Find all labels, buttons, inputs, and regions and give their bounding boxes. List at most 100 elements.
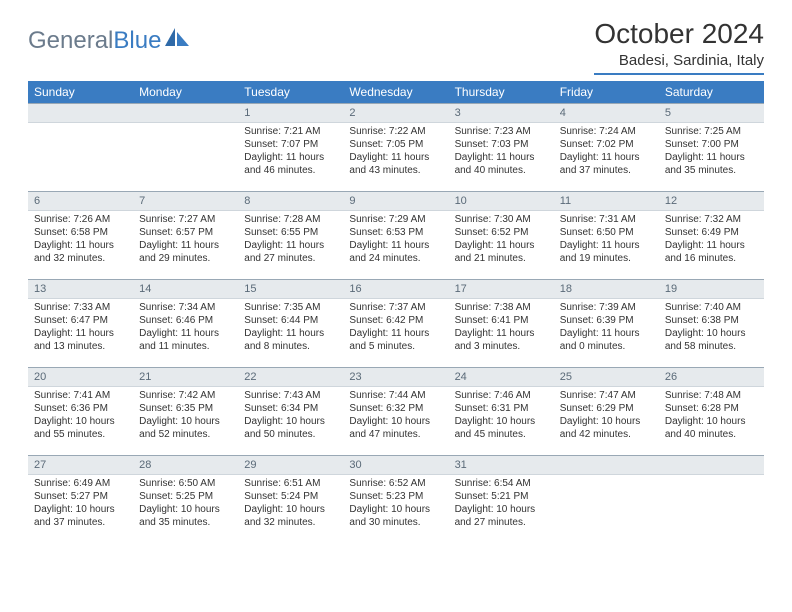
day-number: 3 [449, 103, 554, 123]
daylight-text: Daylight: 10 hours and 55 minutes. [34, 415, 127, 441]
day-number: 26 [659, 367, 764, 387]
sunrise-text: Sunrise: 7:28 AM [244, 213, 337, 226]
sunrise-text: Sunrise: 7:34 AM [139, 301, 232, 314]
calendar-day-cell: 19Sunrise: 7:40 AMSunset: 6:38 PMDayligh… [659, 279, 764, 367]
sunset-text: Sunset: 6:46 PM [139, 314, 232, 327]
sunset-text: Sunset: 6:38 PM [665, 314, 758, 327]
day-details: Sunrise: 7:24 AMSunset: 7:02 PMDaylight:… [554, 123, 659, 181]
day-details: Sunrise: 7:35 AMSunset: 6:44 PMDaylight:… [238, 299, 343, 357]
calendar-day-cell: 8Sunrise: 7:28 AMSunset: 6:55 PMDaylight… [238, 191, 343, 279]
day-number: 5 [659, 103, 764, 123]
daylight-text: Daylight: 11 hours and 8 minutes. [244, 327, 337, 353]
calendar-day-cell: 3Sunrise: 7:23 AMSunset: 7:03 PMDaylight… [449, 103, 554, 191]
sunset-text: Sunset: 6:39 PM [560, 314, 653, 327]
sunrise-text: Sunrise: 7:29 AM [349, 213, 442, 226]
day-details: Sunrise: 7:37 AMSunset: 6:42 PMDaylight:… [343, 299, 448, 357]
daylight-text: Daylight: 10 hours and 30 minutes. [349, 503, 442, 529]
day-details: Sunrise: 7:40 AMSunset: 6:38 PMDaylight:… [659, 299, 764, 357]
daylight-text: Daylight: 10 hours and 50 minutes. [244, 415, 337, 441]
sunset-text: Sunset: 6:42 PM [349, 314, 442, 327]
day-details: Sunrise: 6:50 AMSunset: 5:25 PMDaylight:… [133, 475, 238, 533]
daylight-text: Daylight: 11 hours and 40 minutes. [455, 151, 548, 177]
calendar-day-cell: 7Sunrise: 7:27 AMSunset: 6:57 PMDaylight… [133, 191, 238, 279]
day-details: Sunrise: 7:28 AMSunset: 6:55 PMDaylight:… [238, 211, 343, 269]
calendar-table: SundayMondayTuesdayWednesdayThursdayFrid… [28, 81, 764, 543]
daylight-text: Daylight: 10 hours and 45 minutes. [455, 415, 548, 441]
day-details: Sunrise: 7:38 AMSunset: 6:41 PMDaylight:… [449, 299, 554, 357]
day-number: 9 [343, 191, 448, 211]
calendar-day-cell: 25Sunrise: 7:47 AMSunset: 6:29 PMDayligh… [554, 367, 659, 455]
day-number: 24 [449, 367, 554, 387]
day-header: Thursday [449, 81, 554, 103]
daylight-text: Daylight: 11 hours and 24 minutes. [349, 239, 442, 265]
calendar-day-cell: 22Sunrise: 7:43 AMSunset: 6:34 PMDayligh… [238, 367, 343, 455]
calendar-day-cell: 14Sunrise: 7:34 AMSunset: 6:46 PMDayligh… [133, 279, 238, 367]
daylight-text: Daylight: 11 hours and 37 minutes. [560, 151, 653, 177]
day-details: Sunrise: 7:34 AMSunset: 6:46 PMDaylight:… [133, 299, 238, 357]
calendar-day-cell: 28Sunrise: 6:50 AMSunset: 5:25 PMDayligh… [133, 455, 238, 543]
day-details [28, 123, 133, 129]
calendar-day-cell: 24Sunrise: 7:46 AMSunset: 6:31 PMDayligh… [449, 367, 554, 455]
sunset-text: Sunset: 5:21 PM [455, 490, 548, 503]
day-header: Friday [554, 81, 659, 103]
sunset-text: Sunset: 7:07 PM [244, 138, 337, 151]
day-details: Sunrise: 7:48 AMSunset: 6:28 PMDaylight:… [659, 387, 764, 445]
header: GeneralBlue October 2024 Badesi, Sardini… [28, 18, 764, 75]
day-header: Wednesday [343, 81, 448, 103]
calendar-day-cell [28, 103, 133, 191]
day-details: Sunrise: 6:54 AMSunset: 5:21 PMDaylight:… [449, 475, 554, 533]
brand-logo: GeneralBlue [28, 18, 191, 55]
day-details: Sunrise: 7:32 AMSunset: 6:49 PMDaylight:… [659, 211, 764, 269]
sunset-text: Sunset: 6:32 PM [349, 402, 442, 415]
day-details: Sunrise: 7:21 AMSunset: 7:07 PMDaylight:… [238, 123, 343, 181]
day-header: Saturday [659, 81, 764, 103]
day-header: Monday [133, 81, 238, 103]
calendar-day-cell: 30Sunrise: 6:52 AMSunset: 5:23 PMDayligh… [343, 455, 448, 543]
sunset-text: Sunset: 6:31 PM [455, 402, 548, 415]
daylight-text: Daylight: 11 hours and 5 minutes. [349, 327, 442, 353]
day-header: Tuesday [238, 81, 343, 103]
day-number: 30 [343, 455, 448, 475]
daylight-text: Daylight: 10 hours and 58 minutes. [665, 327, 758, 353]
day-number: 2 [343, 103, 448, 123]
calendar-day-cell: 29Sunrise: 6:51 AMSunset: 5:24 PMDayligh… [238, 455, 343, 543]
calendar-week-row: 27Sunrise: 6:49 AMSunset: 5:27 PMDayligh… [28, 455, 764, 543]
day-number: 16 [343, 279, 448, 299]
day-number: 12 [659, 191, 764, 211]
day-details: Sunrise: 7:43 AMSunset: 6:34 PMDaylight:… [238, 387, 343, 445]
day-details: Sunrise: 7:44 AMSunset: 6:32 PMDaylight:… [343, 387, 448, 445]
day-number: 23 [343, 367, 448, 387]
calendar-day-cell: 21Sunrise: 7:42 AMSunset: 6:35 PMDayligh… [133, 367, 238, 455]
sunset-text: Sunset: 5:27 PM [34, 490, 127, 503]
sunrise-text: Sunrise: 7:47 AM [560, 389, 653, 402]
title-block: October 2024 Badesi, Sardinia, Italy [594, 18, 764, 75]
sunrise-text: Sunrise: 7:40 AM [665, 301, 758, 314]
sunset-text: Sunset: 7:02 PM [560, 138, 653, 151]
day-details: Sunrise: 7:41 AMSunset: 6:36 PMDaylight:… [28, 387, 133, 445]
sunset-text: Sunset: 7:05 PM [349, 138, 442, 151]
day-number: 25 [554, 367, 659, 387]
calendar-day-cell: 27Sunrise: 6:49 AMSunset: 5:27 PMDayligh… [28, 455, 133, 543]
day-number: 31 [449, 455, 554, 475]
daylight-text: Daylight: 11 hours and 0 minutes. [560, 327, 653, 353]
sunset-text: Sunset: 5:23 PM [349, 490, 442, 503]
day-number: 21 [133, 367, 238, 387]
daylight-text: Daylight: 11 hours and 32 minutes. [34, 239, 127, 265]
sunset-text: Sunset: 6:49 PM [665, 226, 758, 239]
calendar-day-cell: 31Sunrise: 6:54 AMSunset: 5:21 PMDayligh… [449, 455, 554, 543]
sunrise-text: Sunrise: 7:41 AM [34, 389, 127, 402]
sunset-text: Sunset: 5:24 PM [244, 490, 337, 503]
daylight-text: Daylight: 11 hours and 29 minutes. [139, 239, 232, 265]
day-details: Sunrise: 7:22 AMSunset: 7:05 PMDaylight:… [343, 123, 448, 181]
day-details: Sunrise: 7:26 AMSunset: 6:58 PMDaylight:… [28, 211, 133, 269]
calendar-day-cell: 4Sunrise: 7:24 AMSunset: 7:02 PMDaylight… [554, 103, 659, 191]
calendar-week-row: 6Sunrise: 7:26 AMSunset: 6:58 PMDaylight… [28, 191, 764, 279]
day-number: 13 [28, 279, 133, 299]
day-details: Sunrise: 7:46 AMSunset: 6:31 PMDaylight:… [449, 387, 554, 445]
day-details [554, 475, 659, 481]
sunrise-text: Sunrise: 7:25 AM [665, 125, 758, 138]
daylight-text: Daylight: 10 hours and 40 minutes. [665, 415, 758, 441]
day-number: 27 [28, 455, 133, 475]
sunrise-text: Sunrise: 7:48 AM [665, 389, 758, 402]
daylight-text: Daylight: 11 hours and 43 minutes. [349, 151, 442, 177]
